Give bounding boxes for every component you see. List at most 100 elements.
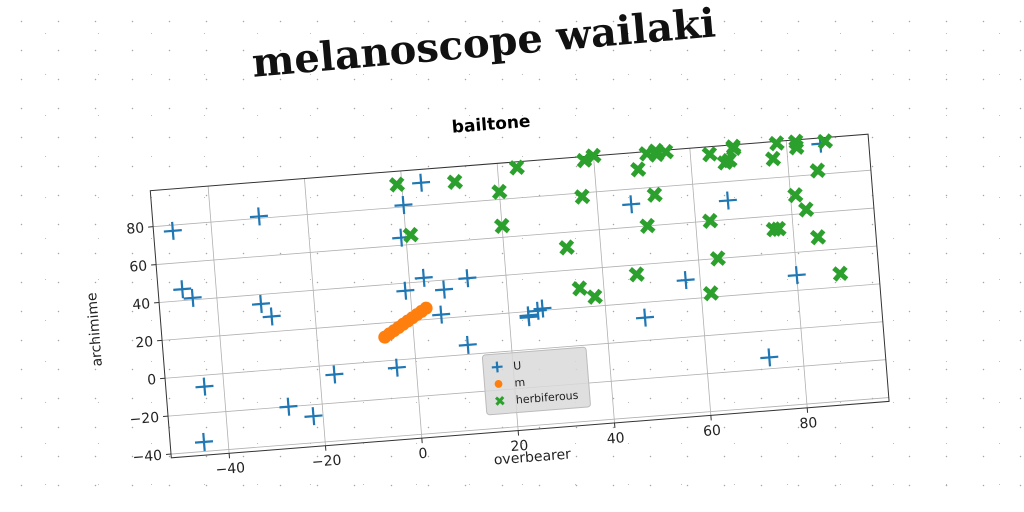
y-axis-label: archimime [84,292,106,367]
data-point-herbiferous [809,162,826,179]
data-point-herbiferous [574,188,591,205]
data-point-herbiferous [809,229,827,246]
y-gridline [153,169,871,228]
data-point-herbiferous [508,159,525,176]
data-point-herbiferous [639,217,656,234]
data-point-herbiferous [768,135,785,152]
y-gridline [170,397,889,455]
legend-label: U [513,359,522,373]
y-tick-label: 40 [132,296,151,313]
legend-label: herbiferous [515,389,579,407]
data-point-U [519,308,538,327]
data-point-herbiferous [585,147,602,164]
data-point-U [622,195,641,214]
data-point-U [279,397,298,416]
data-points [163,133,849,451]
data-point-U [163,221,182,240]
legend-marker-herbiferous [495,396,505,406]
y-tick-label: 20 [135,334,154,351]
data-point-U [412,173,431,192]
data-point-herbiferous [798,201,815,218]
data-point-U [195,377,214,396]
data-point-U [262,307,281,326]
data-point-U [434,280,454,299]
plot-area [149,133,890,459]
y-tick-label: 80 [126,220,145,237]
data-point-U [635,308,655,327]
legend-marker-m [494,380,503,388]
y-gridline [162,283,880,341]
data-point-herbiferous [657,143,674,161]
data-point-herbiferous [709,250,726,267]
y-gridline [165,321,883,379]
data-point-U [173,280,192,299]
x-tick-label: 60 [703,423,722,440]
x-tick-label: 20 [510,438,529,455]
data-point-U [325,365,344,384]
data-point-herbiferous [628,266,645,283]
data-point-herbiferous [702,285,720,302]
data-point-herbiferous [446,173,464,191]
data-point-herbiferous [388,176,406,193]
data-point-herbiferous [702,212,719,230]
data-point-herbiferous [787,133,805,150]
data-point-U [387,358,406,377]
legend-label: m [514,376,526,390]
legend-marker-U [491,361,503,373]
data-point-U [458,269,477,288]
data-point-herbiferous [571,280,588,297]
data-point-herbiferous [586,288,603,305]
data-point-U [760,348,779,367]
legend-box [481,346,591,416]
data-point-U [787,266,806,285]
data-point-U [249,207,269,226]
x-tick-label: 40 [606,430,625,447]
data-point-herbiferous [764,150,782,167]
y-tick-label: −20 [129,410,160,428]
y-gridline [156,207,874,265]
x-tick-label: −40 [215,460,246,478]
data-point-U [414,268,433,287]
data-point-U [251,294,271,314]
x-gridline [689,148,712,416]
data-point-m [419,301,433,315]
data-point-herbiferous [558,239,575,256]
data-point-U [533,299,552,318]
data-point-U [304,407,323,426]
x-gridline [400,170,423,439]
data-point-U [396,281,415,300]
y-tick-label: 60 [129,258,148,275]
data-point-U [432,305,451,324]
data-point-U [183,288,202,307]
data-point-U [194,432,214,451]
data-point-herbiferous [576,152,593,169]
x-gridline [304,178,326,446]
x-gridline [207,186,230,454]
data-point-U [458,335,477,354]
data-point-herbiferous [721,152,738,169]
data-point-herbiferous [770,220,787,238]
x-tick-label: −20 [311,453,342,471]
data-point-herbiferous [493,217,511,234]
y-tick-label: 0 [147,372,157,389]
data-point-herbiferous [402,226,419,244]
x-gridline [593,155,615,423]
data-point-U [528,301,547,320]
data-point-herbiferous [725,140,742,157]
data-point-U [718,191,737,210]
data-point-U [394,196,413,215]
x-tick-label: 0 [418,446,428,463]
data-point-herbiferous [832,265,849,282]
data-point-herbiferous [646,186,663,203]
data-point-herbiferous [491,183,508,200]
data-point-U [676,271,695,290]
data-point-herbiferous [787,187,804,204]
x-tick-label: 80 [799,415,818,432]
grid [153,140,889,455]
data-point-herbiferous [701,146,718,163]
chart-title: bailtone [451,112,531,138]
data-point-herbiferous [816,133,834,150]
y-gridline [159,245,877,303]
